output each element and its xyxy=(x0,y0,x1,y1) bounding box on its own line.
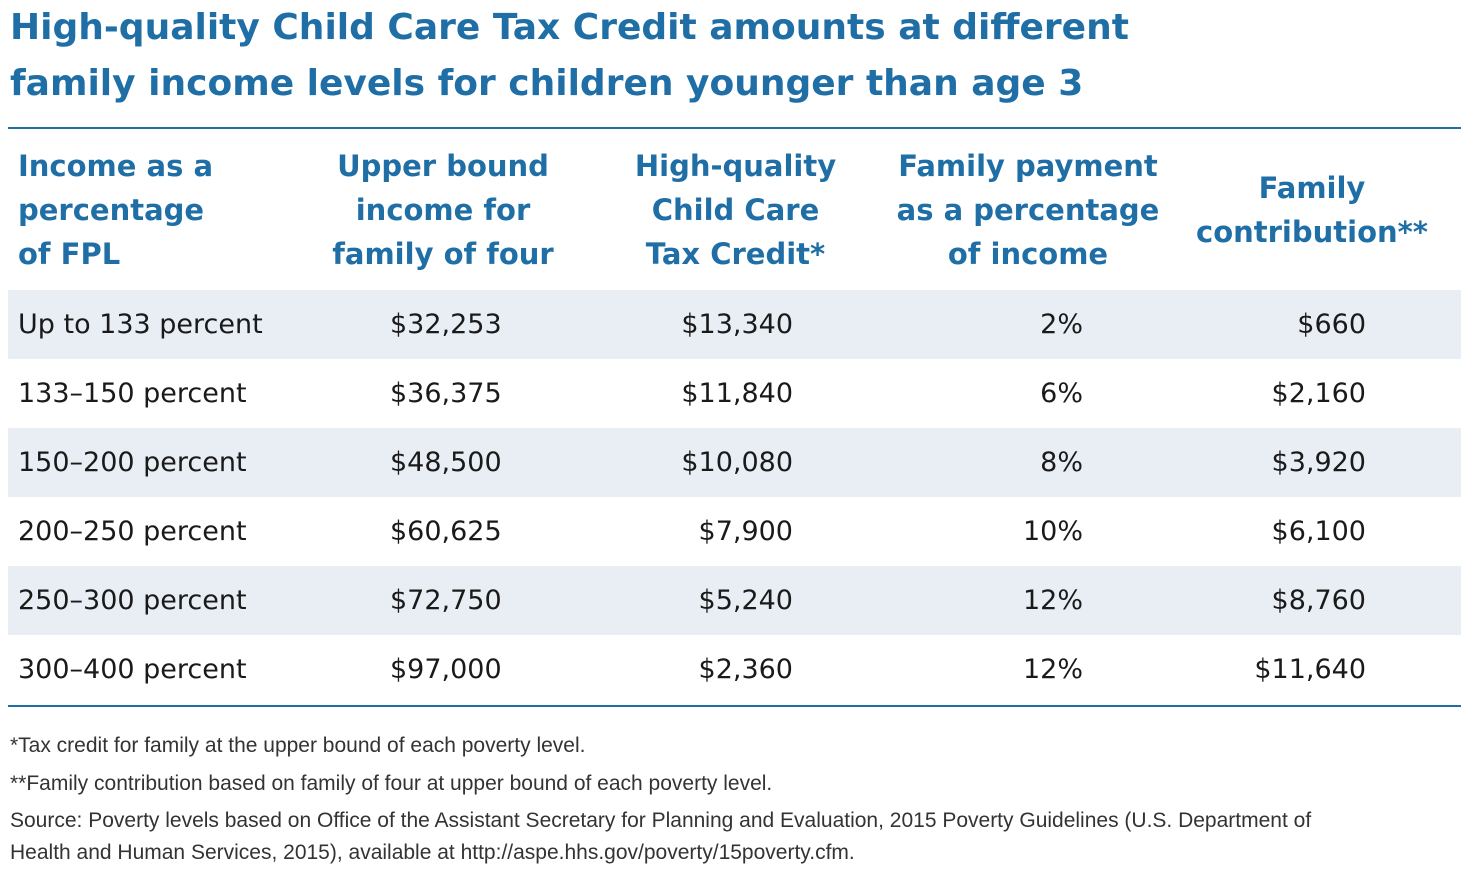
cell-payment-pct: 12% xyxy=(893,566,1163,635)
cell-income-pct: 133–150 percent xyxy=(8,359,308,428)
cell-income-pct: 200–250 percent xyxy=(8,497,308,566)
header-text-line: percentage xyxy=(18,193,205,227)
cell-income-pct: Up to 133 percent xyxy=(8,290,308,359)
cell-tax-credit: $10,080 xyxy=(578,428,893,497)
cell-upper-bound: $72,750 xyxy=(308,566,578,635)
cell-payment-pct: 8% xyxy=(893,428,1163,497)
header-text-line: Child Care xyxy=(651,193,820,227)
table-notes: *Tax credit for family at the upper boun… xyxy=(10,727,1450,869)
column-header-income-pct: Income as a percentage of FPL xyxy=(8,130,308,290)
header-text-line: Tax Credit* xyxy=(645,237,826,271)
cell-income-pct: 300–400 percent xyxy=(8,635,308,704)
cell-payment-pct: 10% xyxy=(893,497,1163,566)
header-text-line: High-quality xyxy=(634,149,837,183)
table-header-row: Income as a percentage of FPL Upper boun… xyxy=(8,130,1461,290)
chart-title-line-1: High-quality Child Care Tax Credit amoun… xyxy=(10,7,1129,48)
cell-payment-pct: 12% xyxy=(893,635,1163,704)
column-header-payment-pct: Family payment as a percentage of income xyxy=(893,130,1163,290)
source-note: Source: Poverty levels based on Office o… xyxy=(10,805,1450,869)
table-row: 200–250 percent $60,625 $7,900 10% $6,10… xyxy=(8,497,1461,566)
header-text-line: as a percentage xyxy=(896,193,1160,227)
table-top-rule xyxy=(8,127,1461,129)
header-text-line: family of four xyxy=(332,237,554,271)
cell-upper-bound: $48,500 xyxy=(308,428,578,497)
cell-payment-pct: 2% xyxy=(893,290,1163,359)
cell-upper-bound: $32,253 xyxy=(308,290,578,359)
footnote-tax-credit: *Tax credit for family at the upper boun… xyxy=(10,734,586,757)
header-text-line: Family payment xyxy=(898,149,1158,183)
cell-income-pct: 150–200 percent xyxy=(8,428,308,497)
cell-payment-pct: 6% xyxy=(893,359,1163,428)
table-bottom-rule xyxy=(8,705,1461,707)
header-text-line: Upper bound xyxy=(337,149,549,183)
table-row: 150–200 percent $48,500 $10,080 8% $3,92… xyxy=(8,428,1461,497)
chart-title: High-quality Child Care Tax Credit amoun… xyxy=(10,0,1450,112)
table-row: Up to 133 percent $32,253 $13,340 2% $66… xyxy=(8,290,1461,359)
cell-family-contribution: $11,640 xyxy=(1163,635,1461,704)
source-line: Source: Poverty levels based on Office o… xyxy=(10,809,1312,832)
cell-tax-credit: $13,340 xyxy=(578,290,893,359)
footnote-family-contribution: **Family contribution based on family of… xyxy=(10,772,773,795)
cell-family-contribution: $6,100 xyxy=(1163,497,1461,566)
chart-title-line-2: family income levels for children younge… xyxy=(10,63,1084,104)
cell-family-contribution: $2,160 xyxy=(1163,359,1461,428)
header-text-line: income for xyxy=(355,193,531,227)
cell-tax-credit: $7,900 xyxy=(578,497,893,566)
cell-upper-bound: $60,625 xyxy=(308,497,578,566)
header-text-line: contribution** xyxy=(1196,215,1428,249)
column-header-tax-credit: High-quality Child Care Tax Credit* xyxy=(578,130,893,290)
cell-tax-credit: $11,840 xyxy=(578,359,893,428)
source-line: Health and Human Services, 2015), availa… xyxy=(10,841,855,864)
table-row: 250–300 percent $72,750 $5,240 12% $8,76… xyxy=(8,566,1461,635)
cell-family-contribution: $8,760 xyxy=(1163,566,1461,635)
column-header-upper-bound: Upper bound income for family of four xyxy=(308,130,578,290)
header-text-line: Income as a xyxy=(18,149,214,183)
cell-income-pct: 250–300 percent xyxy=(8,566,308,635)
column-header-family-contribution: Family contribution** xyxy=(1163,130,1461,290)
cell-family-contribution: $3,920 xyxy=(1163,428,1461,497)
table-row: 133–150 percent $36,375 $11,840 6% $2,16… xyxy=(8,359,1461,428)
header-text-line: of income xyxy=(947,237,1109,271)
cell-family-contribution: $660 xyxy=(1163,290,1461,359)
header-text-line: Family xyxy=(1258,171,1366,205)
cell-upper-bound: $36,375 xyxy=(308,359,578,428)
table-row: 300–400 percent $97,000 $2,360 12% $11,6… xyxy=(8,635,1461,704)
cell-upper-bound: $97,000 xyxy=(308,635,578,704)
header-text-line: of FPL xyxy=(18,237,121,271)
cell-tax-credit: $2,360 xyxy=(578,635,893,704)
cell-tax-credit: $5,240 xyxy=(578,566,893,635)
credit-table: Income as a percentage of FPL Upper boun… xyxy=(8,130,1461,704)
